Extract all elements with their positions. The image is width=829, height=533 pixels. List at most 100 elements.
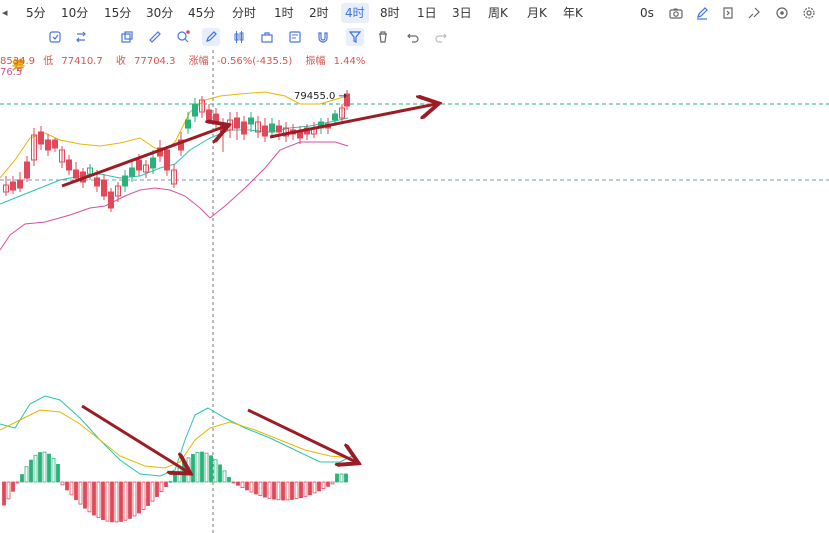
draw-icon[interactable]	[745, 4, 763, 22]
macd-bar	[56, 463, 60, 483]
candle-body	[178, 139, 184, 151]
macd-bar	[159, 481, 164, 493]
candle-body	[59, 149, 65, 163]
ma-line-green	[0, 117, 349, 205]
macd-bar	[249, 481, 254, 493]
high-value: 8534.9	[0, 56, 35, 67]
timeframe-2[interactable]: 15分	[104, 6, 132, 20]
redo-icon[interactable]	[432, 28, 450, 46]
timeframe-6[interactable]: 1时	[274, 6, 294, 20]
shape-icon[interactable]	[118, 28, 136, 46]
magnet-icon[interactable]	[314, 28, 332, 46]
macd-dea-line	[0, 409, 353, 469]
candle-body	[129, 167, 135, 177]
timeframe-14[interactable]: 年K	[563, 6, 583, 20]
briefcase-icon[interactable]	[258, 28, 276, 46]
macd-arrow-2	[247, 408, 356, 462]
macd-bar	[231, 481, 236, 484]
adjust-icon[interactable]	[72, 28, 90, 46]
candle-body	[87, 167, 93, 175]
candles-icon[interactable]	[230, 28, 248, 46]
timeframe-8[interactable]: 4时	[341, 3, 369, 23]
note-icon[interactable]	[286, 28, 304, 46]
macd-bar	[101, 481, 105, 521]
macd-bar	[308, 481, 312, 496]
candle-body	[213, 113, 219, 123]
layers-icon[interactable]	[46, 28, 64, 46]
macd-bar	[6, 481, 11, 500]
timeframe-12[interactable]: 周K	[488, 6, 508, 20]
edit-icon[interactable]	[693, 4, 711, 22]
macd-bar	[74, 481, 78, 501]
candle-body	[24, 161, 30, 179]
bookmark-icon[interactable]	[719, 4, 737, 22]
timeframe-7[interactable]: 2时	[309, 6, 329, 20]
macd-bar	[281, 481, 285, 501]
macd-bar	[272, 481, 276, 500]
macd-bar	[204, 452, 209, 483]
ruler-icon[interactable]	[146, 28, 164, 46]
chip-distribution-button[interactable]: 筹	[12, 59, 26, 74]
timeframe-0[interactable]: 5分	[26, 6, 46, 20]
settings-icon[interactable]	[800, 4, 818, 22]
close-label: 收	[115, 56, 126, 67]
macd-bar	[105, 481, 110, 522]
macd-bar	[83, 481, 87, 509]
macd-bar	[15, 481, 20, 484]
candle-body	[248, 117, 254, 125]
timeframe-4[interactable]: 45分	[188, 6, 216, 20]
macd-bar	[168, 480, 173, 483]
candle-body	[171, 169, 177, 185]
timeframe-13[interactable]: 月K	[527, 6, 547, 20]
macd-bar	[177, 467, 182, 483]
candle-body	[66, 159, 72, 171]
back-arrow-icon[interactable]: ◂	[2, 6, 8, 19]
ohlc-info: 8534.9 低 77410.7 收 77704.3 涨幅 -0.56%(-43…	[0, 52, 375, 67]
timeframe-9[interactable]: 8时	[380, 6, 400, 20]
macd-bar	[42, 451, 47, 483]
macd-bar	[96, 481, 101, 519]
refresh-interval[interactable]: 0s	[640, 6, 654, 20]
amplitude-label: 振幅	[305, 56, 326, 67]
filter-icon[interactable]	[346, 28, 364, 46]
macd-bar	[299, 481, 303, 499]
candle-body	[45, 139, 51, 151]
macd-bar	[263, 481, 267, 498]
macd-bar	[200, 451, 204, 483]
macd-bar	[110, 481, 114, 523]
timeframe-3[interactable]: 30分	[146, 6, 174, 20]
macd-bar	[321, 481, 326, 490]
macd-bar	[245, 481, 249, 491]
candle-body	[101, 179, 107, 197]
macd-bar	[2, 481, 6, 506]
amplitude-value: 1.44%	[333, 56, 366, 67]
macd-bar	[258, 481, 263, 497]
candle-body	[199, 99, 205, 113]
timeframe-10[interactable]: 1日	[417, 6, 437, 20]
timeframe-5[interactable]: 分时	[232, 6, 257, 20]
candle-body	[31, 134, 37, 161]
timeframe-11[interactable]: 3日	[452, 6, 472, 20]
target-icon[interactable]	[773, 4, 791, 22]
zoom-icon[interactable]	[174, 28, 192, 46]
macd-bar	[38, 452, 42, 483]
macd-bar	[123, 481, 128, 521]
pen-icon[interactable]	[202, 28, 220, 46]
candle-body	[241, 121, 247, 135]
macd-bar	[69, 481, 74, 496]
candle-body	[115, 185, 121, 197]
trash-icon[interactable]	[374, 28, 392, 46]
candle-body	[332, 113, 338, 121]
macd-bar	[33, 454, 38, 483]
macd-bar	[78, 481, 83, 505]
timeframe-bar: ◂ 5分 10分 15分 30分 45分 分时 1时 2时 4时 8时 1日 3日 周K 月K 年K 0s	[0, 0, 829, 26]
timeframe-1[interactable]: 10分	[61, 6, 89, 20]
candle-body	[38, 131, 44, 145]
macd-bar	[173, 474, 177, 483]
macd-bar	[227, 477, 231, 483]
change-label: 涨幅	[188, 56, 209, 67]
macd-bar	[326, 481, 330, 487]
camera-icon[interactable]	[667, 4, 685, 22]
undo-icon[interactable]	[404, 28, 422, 46]
